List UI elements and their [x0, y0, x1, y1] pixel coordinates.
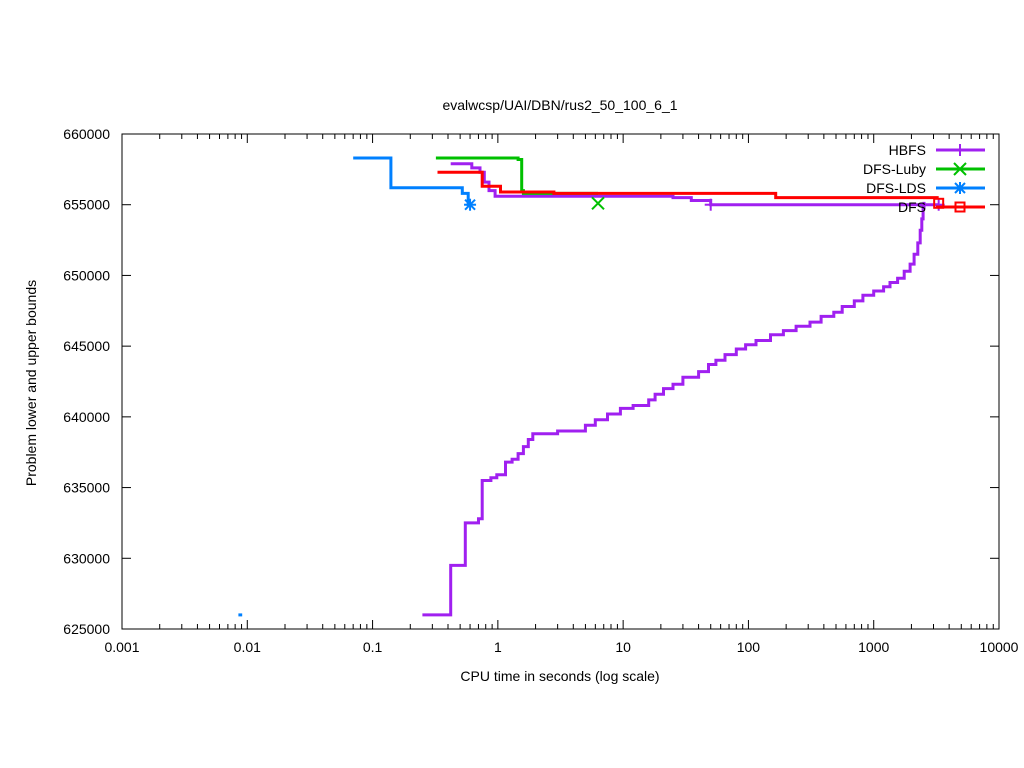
x-tick-label: 1: [494, 639, 502, 655]
hbfs-lower-bound-line: [422, 201, 926, 617]
legend-marker: [954, 201, 966, 213]
y-tick-label: 655000: [63, 197, 110, 213]
series-layer: [238, 156, 945, 617]
legend-label: DFS: [898, 199, 926, 215]
legend-item-dfs-luby: DFS-Luby: [863, 161, 985, 177]
x-tick-label: 0.1: [363, 639, 383, 655]
legend-marker: [953, 162, 967, 176]
legend-item-hbfs: HBFS: [889, 142, 985, 158]
x-tick-label: 10: [615, 639, 631, 655]
y-tick-label: 640000: [63, 409, 110, 425]
legend-label: DFS-Luby: [863, 161, 926, 177]
hbfs-point-marker: [704, 198, 717, 211]
x-tick-label: 0.01: [234, 639, 261, 655]
plot-frame: [121, 133, 1000, 630]
dfs-lds-point-marker: [464, 198, 477, 211]
legend-item-dfs: DFS: [898, 199, 985, 215]
axis-ticks: 0.001 0.01 0.1 1 10 100 1000 10000 625000 630000 6…: [63, 126, 1018, 655]
x-tick-label: 100: [737, 639, 761, 655]
y-tick-label: 635000: [63, 480, 110, 496]
x-tick-label: 10000: [980, 639, 1019, 655]
y-tick-label: 660000: [63, 126, 110, 142]
y-tick-label: 650000: [63, 267, 110, 283]
hbfs-upper-bound-line: [450, 162, 939, 207]
legend-marker: [954, 144, 966, 156]
x-tick-label: 1000: [858, 639, 889, 655]
legend-item-dfs-lds: DFS-LDS: [866, 180, 985, 196]
chart-title: evalwcsp/UAI/DBN/rus2_50_100_6_1: [442, 97, 677, 113]
y-tick-label: 630000: [63, 550, 110, 566]
dfs-luby-point-marker: [591, 196, 605, 211]
x-tick-label: 0.001: [104, 639, 139, 655]
x-axis-label: CPU time in seconds (log scale): [460, 668, 659, 684]
legend-marker: [954, 182, 966, 194]
y-tick-label: 645000: [63, 338, 110, 354]
y-axis-label: Problem lower and upper bounds: [23, 280, 39, 486]
legend-label: HBFS: [889, 142, 926, 158]
dfs-upper-bound-line: [437, 170, 939, 200]
legend-label: DFS-LDS: [866, 180, 926, 196]
y-tick-label: 625000: [63, 621, 110, 637]
legend: HBFS DFS-Luby DFS-LDS DFS: [863, 142, 985, 215]
plot-border: [121, 133, 1000, 630]
